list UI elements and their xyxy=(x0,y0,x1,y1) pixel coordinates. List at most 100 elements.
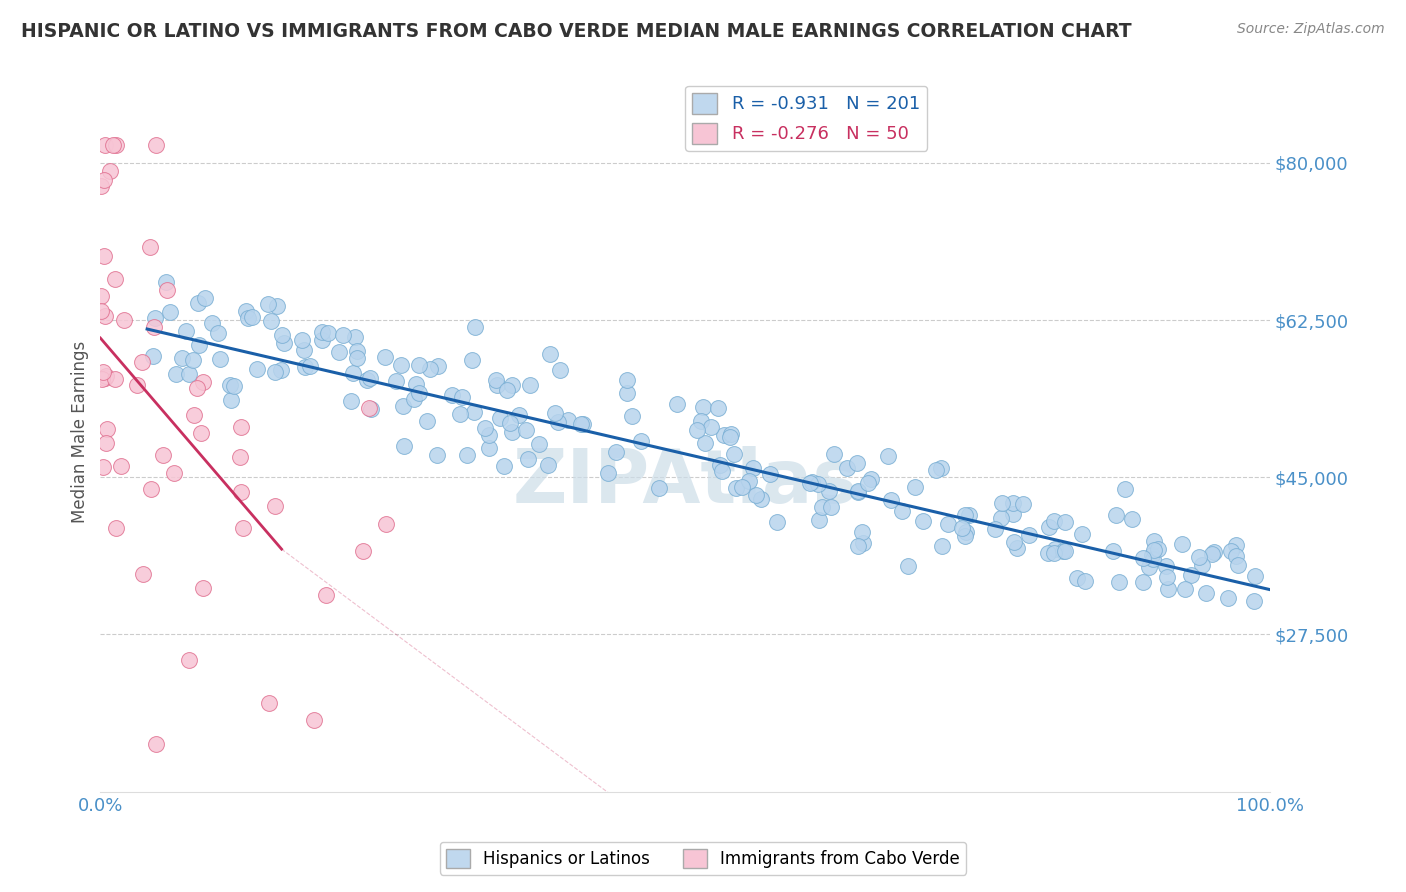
Point xyxy=(270,327,292,342)
Point xyxy=(846,485,869,500)
Point xyxy=(499,417,522,431)
Point xyxy=(616,373,638,387)
Point xyxy=(536,458,558,472)
Point xyxy=(823,447,845,461)
Point xyxy=(1180,568,1202,582)
Point xyxy=(228,450,250,465)
Point xyxy=(690,414,713,428)
Point xyxy=(1052,544,1074,558)
Point xyxy=(544,406,567,420)
Point xyxy=(145,137,167,152)
Point xyxy=(392,399,415,413)
Point xyxy=(298,359,321,374)
Point xyxy=(1114,482,1136,496)
Point xyxy=(155,276,177,290)
Point xyxy=(125,377,148,392)
Point xyxy=(929,461,952,475)
Point xyxy=(270,363,292,377)
Point xyxy=(695,435,717,450)
Point xyxy=(315,588,337,602)
Point xyxy=(194,291,217,305)
Point xyxy=(188,338,211,352)
Point xyxy=(187,295,209,310)
Point xyxy=(163,466,186,480)
Point xyxy=(1038,520,1060,534)
Point xyxy=(808,513,831,527)
Point xyxy=(723,447,745,461)
Point xyxy=(1147,542,1170,557)
Point xyxy=(190,426,212,441)
Point xyxy=(1043,542,1066,557)
Y-axis label: Median Male Earnings: Median Male Earnings xyxy=(72,342,89,524)
Point xyxy=(846,484,869,499)
Point xyxy=(725,481,748,495)
Point xyxy=(496,384,519,398)
Point xyxy=(474,421,496,435)
Point xyxy=(515,423,537,437)
Point xyxy=(290,333,312,347)
Point xyxy=(692,401,714,415)
Point xyxy=(955,508,977,523)
Point xyxy=(572,417,595,431)
Point xyxy=(519,377,541,392)
Point xyxy=(229,420,252,434)
Point xyxy=(1154,559,1177,574)
Point xyxy=(174,324,197,338)
Point xyxy=(1108,575,1130,590)
Point xyxy=(666,397,689,411)
Point xyxy=(172,351,194,366)
Point xyxy=(897,558,920,573)
Point xyxy=(449,407,471,421)
Point xyxy=(955,524,977,539)
Point xyxy=(177,367,200,381)
Point xyxy=(143,311,166,326)
Point xyxy=(877,449,900,463)
Point xyxy=(179,653,201,667)
Point xyxy=(501,425,523,439)
Point xyxy=(464,319,486,334)
Point xyxy=(1001,507,1024,521)
Point xyxy=(911,515,934,529)
Point xyxy=(713,428,735,442)
Point xyxy=(1171,537,1194,551)
Point xyxy=(835,460,858,475)
Point xyxy=(112,313,135,327)
Point xyxy=(426,448,449,462)
Point xyxy=(478,428,501,442)
Point xyxy=(856,475,879,490)
Point xyxy=(332,328,354,343)
Point xyxy=(104,521,127,535)
Point xyxy=(222,379,245,393)
Point xyxy=(232,521,254,535)
Point xyxy=(264,499,287,513)
Point xyxy=(90,289,112,303)
Point xyxy=(936,516,959,531)
Point xyxy=(94,435,117,450)
Point xyxy=(501,378,523,392)
Point xyxy=(737,475,759,489)
Point xyxy=(93,460,115,475)
Point xyxy=(94,371,117,385)
Point xyxy=(745,488,768,502)
Point xyxy=(766,515,789,529)
Point xyxy=(1225,549,1247,563)
Point xyxy=(139,482,162,496)
Point xyxy=(953,529,976,543)
Point xyxy=(240,310,263,324)
Point xyxy=(463,405,485,419)
Point xyxy=(1142,552,1164,566)
Point xyxy=(925,463,948,477)
Point xyxy=(191,582,214,596)
Point xyxy=(818,483,841,498)
Point xyxy=(1002,535,1025,549)
Point xyxy=(1225,538,1247,552)
Point xyxy=(1191,558,1213,572)
Point xyxy=(1244,569,1267,583)
Point xyxy=(385,374,408,388)
Point xyxy=(359,401,381,415)
Point xyxy=(451,391,474,405)
Point xyxy=(90,179,112,194)
Point xyxy=(799,476,821,491)
Point xyxy=(246,362,269,376)
Point xyxy=(852,536,875,550)
